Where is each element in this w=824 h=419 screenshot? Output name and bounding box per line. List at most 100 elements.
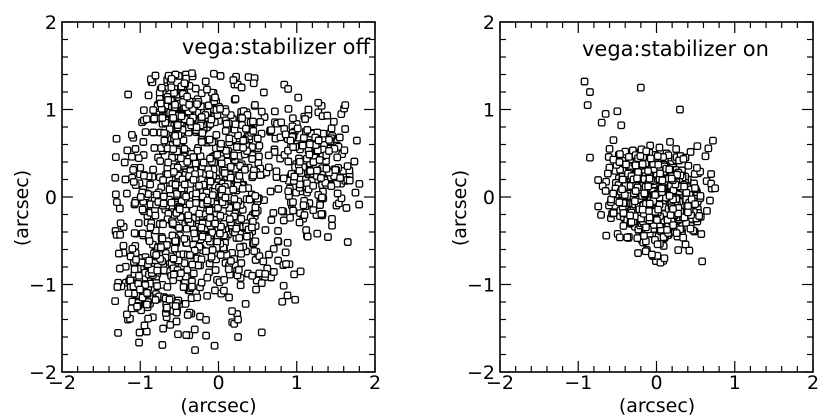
- data-point: [648, 250, 656, 259]
- data-point: [186, 117, 194, 126]
- data-point: [313, 229, 322, 238]
- data-point: [237, 249, 246, 258]
- data-point: [615, 158, 624, 166]
- data-point: [116, 219, 125, 228]
- data-point: [248, 271, 257, 280]
- data-point: [642, 223, 650, 232]
- data-point: [329, 117, 338, 126]
- data-point: [615, 233, 624, 242]
- data-point: [631, 161, 640, 170]
- data-point: [183, 311, 192, 319]
- data-point: [350, 157, 359, 166]
- data-point: [305, 150, 314, 159]
- data-point: [111, 153, 120, 162]
- data-point: [707, 170, 715, 178]
- data-point: [355, 179, 364, 188]
- data-point: [132, 255, 140, 264]
- data-point: [309, 181, 318, 190]
- data-point: [605, 144, 614, 153]
- data-point: [242, 232, 251, 241]
- data-point: [144, 314, 153, 323]
- data-point: [205, 206, 214, 215]
- data-point: [679, 233, 688, 242]
- data-point: [630, 197, 639, 206]
- data-point: [333, 153, 342, 162]
- data-point: [140, 321, 149, 330]
- y-tick-label: −1: [467, 275, 495, 297]
- data-point: [324, 233, 332, 241]
- data-point: [631, 187, 640, 195]
- data-point: [327, 124, 336, 133]
- data-point: [697, 230, 706, 238]
- data-point: [278, 297, 287, 306]
- data-point: [609, 209, 618, 217]
- data-point: [123, 146, 132, 155]
- data-point: [586, 88, 594, 96]
- data-point: [211, 93, 219, 102]
- data-point: [121, 175, 130, 184]
- data-point: [162, 303, 171, 312]
- data-point: [217, 159, 226, 168]
- data-point: [313, 166, 321, 175]
- data-point: [180, 79, 189, 88]
- data-point: [242, 124, 250, 133]
- data-point: [327, 182, 336, 191]
- data-point: [228, 307, 236, 316]
- data-point: [306, 167, 315, 175]
- data-point: [624, 152, 633, 161]
- data-point: [295, 166, 304, 175]
- data-point: [193, 100, 201, 109]
- data-point: [640, 231, 648, 240]
- data-point: [335, 133, 344, 142]
- data-point: [235, 233, 244, 242]
- data-point: [672, 229, 681, 238]
- data-point: [633, 174, 641, 183]
- data-point: [672, 145, 681, 153]
- data-point: [684, 161, 693, 170]
- data-point: [627, 218, 636, 227]
- data-point: [636, 83, 645, 92]
- data-point: [711, 184, 720, 193]
- data-point: [270, 107, 279, 116]
- data-point: [343, 238, 352, 246]
- data-point: [116, 230, 125, 239]
- data-point: [309, 206, 318, 215]
- y-tick-label: 2: [45, 12, 57, 34]
- data-point: [296, 267, 305, 276]
- data-point: [236, 281, 245, 290]
- data-point: [208, 246, 217, 254]
- data-point: [279, 281, 288, 290]
- data-point: [274, 227, 282, 235]
- data-point: [158, 114, 167, 122]
- data-point: [195, 181, 203, 190]
- data-point: [264, 163, 273, 172]
- data-point: [237, 83, 246, 92]
- data-point: [124, 289, 133, 298]
- data-point: [205, 170, 214, 179]
- data-point: [229, 76, 238, 84]
- data-point: [143, 289, 151, 297]
- data-point: [663, 225, 671, 234]
- data-point: [167, 74, 176, 83]
- data-point: [281, 248, 290, 257]
- data-point: [149, 165, 158, 174]
- data-point: [653, 240, 662, 249]
- data-point: [188, 260, 197, 269]
- data-point: [658, 176, 667, 185]
- data-point: [192, 123, 201, 132]
- data-point: [146, 180, 155, 189]
- data-point: [269, 209, 278, 217]
- data-point: [156, 157, 165, 165]
- data-point: [218, 185, 227, 194]
- data-point: [146, 223, 155, 232]
- data-point: [149, 128, 158, 137]
- data-point: [160, 136, 169, 145]
- data-point: [293, 124, 302, 133]
- y-axis-label: (arcsec): [449, 170, 471, 246]
- data-point: [124, 90, 133, 99]
- data-point: [188, 282, 196, 291]
- data-point: [136, 193, 145, 201]
- data-point: [171, 302, 180, 310]
- data-point: [336, 174, 345, 182]
- data-point: [304, 105, 313, 114]
